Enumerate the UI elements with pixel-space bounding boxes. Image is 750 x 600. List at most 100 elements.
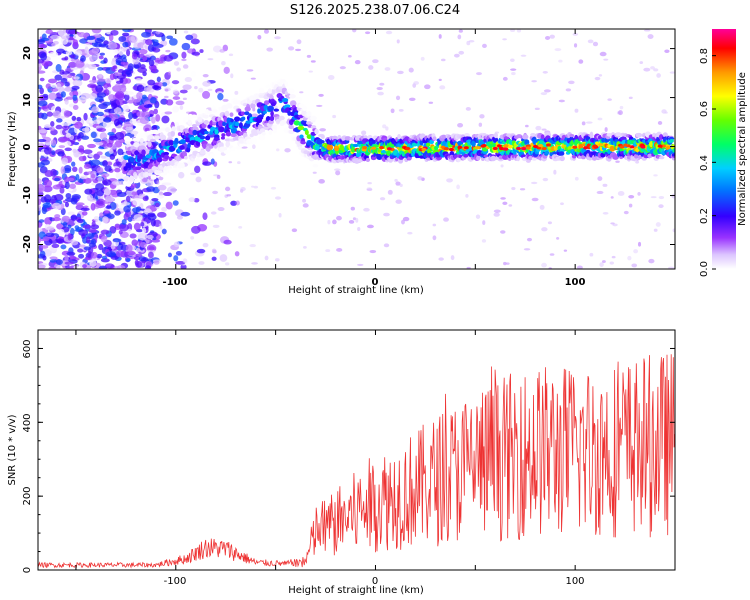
spectrogram-cell	[306, 54, 312, 58]
spectrogram-cell	[592, 144, 598, 148]
spectrogram-cell	[553, 169, 557, 175]
spectrogram-cell	[179, 145, 185, 150]
spectrogram-cell	[589, 131, 594, 139]
spectrogram-cell	[157, 194, 165, 199]
spectrogram-cell	[181, 51, 187, 59]
spectrogram-cell	[199, 149, 206, 155]
spectrogram-cell	[379, 146, 385, 150]
spectrogram-cell	[623, 143, 629, 147]
spectrogram-cell	[602, 211, 609, 215]
spectrogram-cell	[498, 155, 503, 160]
spectrogram-cell	[48, 92, 57, 100]
spectrogram-cell	[115, 171, 124, 180]
spectrogram-cell	[310, 125, 317, 129]
spectrogram-cell	[81, 211, 88, 216]
spectrogram-cell	[413, 81, 419, 85]
spectrogram-cell	[369, 249, 377, 254]
spectrogram-cell	[55, 83, 62, 90]
spectrogram-cell	[182, 97, 188, 101]
spectrogram-cell	[216, 174, 221, 179]
spectrogram-cell	[549, 253, 555, 256]
spectrogram-cell	[439, 85, 446, 90]
spectrogram-cell	[457, 122, 464, 128]
spectrogram-cell	[173, 241, 180, 248]
spectrogram-cell	[141, 111, 151, 118]
spectrogram-cell	[98, 103, 108, 110]
spectrogram-cell	[520, 54, 527, 57]
spectrogram-cell	[250, 77, 256, 80]
spectrogram-cell	[135, 260, 143, 268]
spectrogram-cell	[202, 212, 208, 221]
spectrogram-cell	[117, 68, 124, 74]
spectrogram-cell	[104, 77, 112, 84]
spectrogram-cell	[122, 41, 129, 48]
spectrogram-cell	[574, 108, 579, 113]
spectrogram-cell	[261, 131, 266, 136]
spectrogram-cell	[77, 32, 86, 38]
spectrogram-cell	[671, 153, 675, 157]
spectrogram-cell	[147, 44, 155, 52]
spectrogram-cell	[91, 221, 96, 227]
spectrogram-cell	[543, 89, 551, 93]
spectrogram-cell	[572, 145, 578, 149]
spectrogram-cell	[104, 195, 115, 203]
spectrogram-cell	[479, 114, 485, 119]
spectrogram-cell	[97, 177, 104, 182]
spectrogram-cell	[672, 228, 675, 233]
spectrogram-cell	[257, 34, 262, 40]
spectrogram-cell	[158, 176, 164, 181]
spectrogram-cell	[456, 184, 460, 190]
spectrogram-cell	[332, 219, 337, 225]
spectrogram-cell	[38, 138, 47, 143]
chart-title: S126.2025.238.07.06.C24	[290, 3, 460, 18]
spectrogram-cell	[47, 78, 58, 84]
spectrogram-cell	[235, 145, 242, 150]
spectrogram-cell	[150, 218, 156, 227]
spectrogram-cell	[299, 134, 304, 139]
spectrogram-cell	[83, 43, 91, 48]
spectrogram-cell	[576, 265, 583, 269]
spectrogram-cell	[348, 220, 355, 224]
spectrogram-cell	[109, 202, 117, 210]
spectrogram-cell	[258, 87, 265, 93]
spectrogram-cell	[75, 202, 85, 206]
spectrogram-cell	[91, 106, 99, 114]
spectrogram-cell	[219, 254, 228, 262]
spectrogram-cell	[643, 29, 651, 32]
spectrogram-cell	[211, 108, 218, 113]
spectrogram-cell	[635, 160, 640, 164]
spectrogram-cell	[77, 179, 84, 183]
spectrogram-cell	[88, 242, 97, 248]
spectrogram-cell	[648, 258, 655, 264]
spectrogram-cell	[585, 121, 593, 124]
spectrogram-cell	[75, 173, 80, 181]
spectrogram-cell	[90, 202, 96, 211]
spectrogram-cell	[202, 242, 209, 248]
spectrogram-cell	[167, 252, 173, 258]
spectrogram-cell	[65, 29, 76, 35]
snr-y-tick-label: 200	[22, 486, 33, 505]
snr-series-line	[38, 354, 675, 569]
spectrogram-cell	[295, 48, 302, 52]
snr-x-tick-label: 100	[565, 576, 584, 587]
spectrogram-cell	[549, 34, 555, 39]
spectrogram-cell	[67, 177, 75, 182]
spectrogram-cell	[635, 132, 643, 138]
spectrogram-cell	[379, 82, 385, 86]
spectrogram-cell	[274, 36, 281, 40]
spectrogram-cell	[151, 125, 158, 129]
spectrogram-cell	[443, 147, 449, 151]
spectrogram-cell	[600, 152, 606, 158]
spectrogram-cell	[157, 211, 167, 218]
spectrogram-cell	[252, 144, 256, 150]
spectrogram-cell	[376, 153, 383, 161]
spectrogram-cell	[508, 204, 513, 207]
spectrogram-cell	[108, 94, 116, 102]
spectrogram-cell	[88, 79, 99, 83]
spectrogram-cell	[336, 248, 343, 252]
spectrogram-cell	[194, 86, 198, 90]
spectrogram-cell	[251, 185, 255, 188]
spectrogram-cell	[45, 83, 51, 89]
spectrogram-cell	[44, 124, 51, 129]
spectrogram-cell	[650, 66, 655, 70]
